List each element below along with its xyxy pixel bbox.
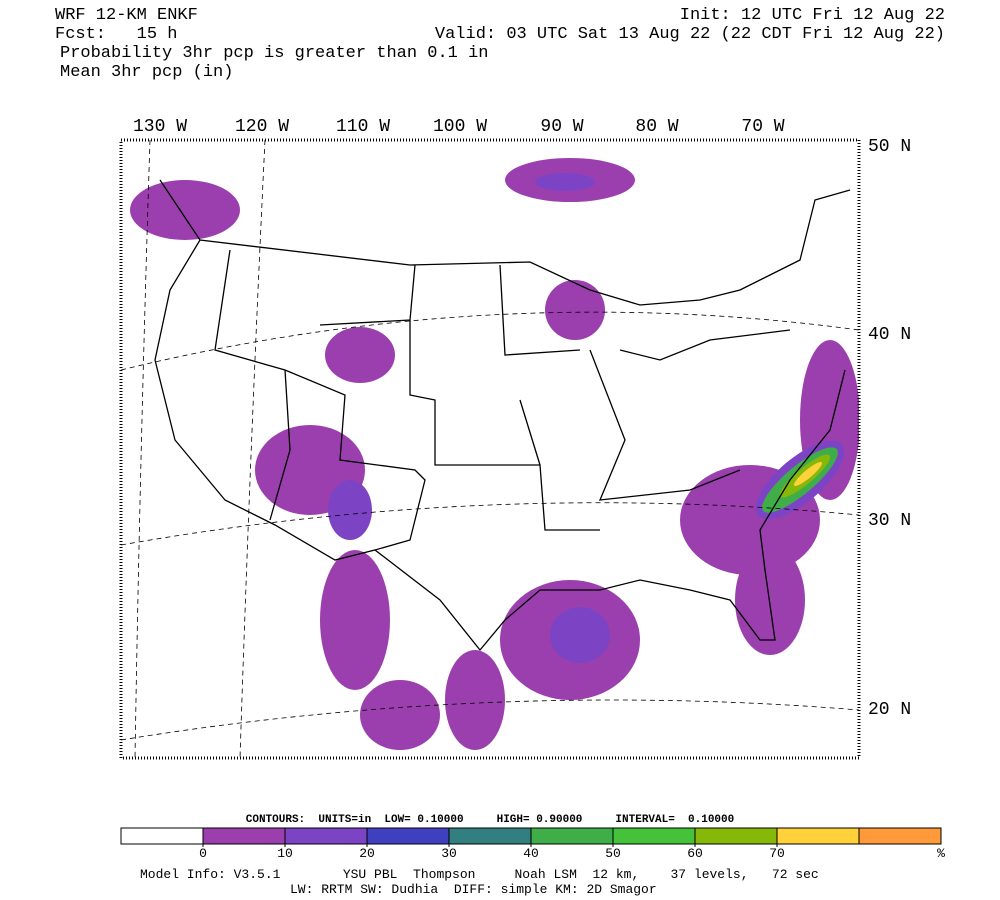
colorbar-swatch xyxy=(694,827,778,845)
init: Init: 12 UTC Fri 12 Aug 22 xyxy=(680,6,945,25)
latitude-label: 20 N xyxy=(868,700,911,720)
colorbar: CONTOURS: UNITS=in LOW= 0.10000 HIGH= 0.… xyxy=(120,814,945,861)
colorbar-tick-label: 50 xyxy=(605,846,621,861)
colorbar-tick-label: 60 xyxy=(687,846,703,861)
title: WRF 12-KM ENKF xyxy=(55,6,198,25)
valid: Valid: 03 UTC Sat 13 Aug 22 (22 CDT Fri … xyxy=(435,25,945,44)
latitude-label: 30 N xyxy=(868,511,911,531)
colorbar-tick-label: 10 xyxy=(277,846,293,861)
model-info: Model Info: V3.5.1 YSU PBL Thompson Noah… xyxy=(140,867,819,882)
latitude-label: 40 N xyxy=(868,325,911,345)
colorbar-swatch xyxy=(448,827,532,845)
precip-areas xyxy=(130,158,859,750)
boundaries xyxy=(154,179,851,652)
longitude-label: 90 W xyxy=(540,117,583,137)
colorbar-tick-label: 40 xyxy=(523,846,539,861)
map xyxy=(119,138,861,760)
longitude-label: 100 W xyxy=(433,117,487,137)
longitude-label: 120 W xyxy=(235,117,289,137)
forecast: Fcst: 15 h xyxy=(55,25,177,44)
colorbar-tick-label: 70 xyxy=(769,846,785,861)
longitude-label: 70 W xyxy=(741,117,784,137)
colorbar-tick-label: 30 xyxy=(441,846,457,861)
contours-text: CONTOURS: UNITS=in LOW= 0.10000 HIGH= 0.… xyxy=(246,814,734,826)
colorbar-swatch xyxy=(366,827,450,845)
colorbar-tick-label: 20 xyxy=(359,846,375,861)
colorbar-swatch xyxy=(202,827,286,845)
colorbar-swatch xyxy=(120,827,204,845)
grid-lines xyxy=(121,140,859,758)
colorbar-swatch xyxy=(284,827,368,845)
colorbar-swatch xyxy=(530,827,614,845)
model-info: LW: RRTM SW: Dudhia DIFF: simple KM: 2D … xyxy=(290,882,657,897)
longitude-label: 80 W xyxy=(635,117,678,137)
colorbar-tick-label: 0 xyxy=(199,846,207,861)
colorbar-unit: % xyxy=(937,846,945,861)
field-label: Mean 3hr pcp (in) xyxy=(60,63,233,82)
latitude-label: 50 N xyxy=(868,137,911,157)
colorbar-swatch xyxy=(776,827,860,845)
colorbar-swatch xyxy=(858,827,942,845)
field-label: Probability 3hr pcp is greater than 0.1 … xyxy=(60,44,488,63)
longitude-label: 110 W xyxy=(336,117,390,137)
longitude-label: 130 W xyxy=(133,117,187,137)
colorbar-swatch xyxy=(612,827,696,845)
